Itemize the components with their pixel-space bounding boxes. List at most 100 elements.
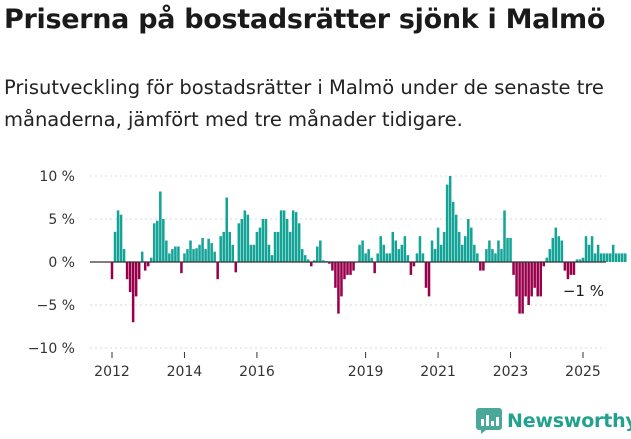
bar: [412, 262, 416, 267]
bar: [557, 236, 561, 262]
bar: [436, 227, 440, 262]
bar: [153, 223, 156, 262]
bar: [222, 231, 225, 262]
bar: [171, 249, 174, 262]
bar: [225, 197, 228, 262]
bar: [285, 219, 289, 262]
bar: [252, 244, 256, 262]
bar: [303, 255, 307, 262]
bar: [566, 262, 570, 280]
bar: [599, 253, 603, 262]
bar: [279, 210, 283, 262]
bar: [306, 259, 310, 262]
bar: [427, 262, 431, 297]
bar: [560, 240, 564, 262]
bar: [593, 253, 597, 262]
y-axis-ticks: 10 % 5 % 0 % −5 % −10 %: [28, 169, 75, 357]
bar: [470, 227, 473, 262]
bar: [467, 219, 470, 262]
bar: [125, 262, 129, 280]
bar: [207, 238, 210, 262]
bar: [611, 244, 615, 262]
bar: [361, 240, 364, 262]
bar: [394, 240, 398, 262]
bar: [479, 262, 482, 271]
bar: [421, 253, 425, 262]
bar: [331, 262, 334, 271]
bar: [587, 244, 591, 262]
bar: [186, 249, 189, 262]
bar: [367, 249, 370, 262]
bar: [174, 246, 177, 262]
bar: [485, 249, 488, 262]
y-tick-label: 10 %: [39, 169, 75, 185]
bar: [430, 240, 434, 262]
bar: [137, 262, 141, 280]
bar: [445, 184, 449, 262]
bar: [527, 262, 530, 305]
bar: [189, 240, 192, 262]
bar: [264, 219, 268, 262]
bar: [370, 257, 373, 262]
bar: [424, 262, 428, 288]
bar: [149, 257, 153, 262]
bar: [539, 262, 542, 297]
bar: [494, 253, 497, 262]
bar: [545, 257, 549, 262]
y-tick-label: −10 %: [28, 341, 75, 357]
bar: [243, 210, 247, 262]
bar: [146, 262, 150, 267]
bar: [310, 262, 313, 267]
bar: [334, 262, 337, 288]
bar: [162, 219, 165, 262]
bar: [216, 262, 219, 280]
bar: [596, 244, 600, 262]
bar: [198, 244, 201, 262]
bar: [551, 237, 555, 262]
bar: [506, 237, 509, 262]
x-tick-label: 2014: [167, 364, 203, 380]
x-tick-label: 2019: [348, 364, 384, 380]
bar: [159, 191, 162, 262]
bar: [515, 262, 518, 297]
bar: [337, 262, 340, 314]
bar: [177, 246, 180, 262]
bar: [602, 253, 606, 262]
bar: [267, 244, 271, 262]
bar: [397, 249, 401, 262]
last-value-label: −1 %: [563, 282, 604, 300]
bar: [509, 237, 512, 262]
bar: [346, 262, 349, 275]
bar: [231, 244, 235, 262]
bar: [491, 249, 494, 262]
bar: [165, 240, 168, 262]
x-tick-label: 2021: [420, 364, 456, 380]
bar: [512, 262, 515, 275]
bar: [195, 248, 198, 262]
chart-title: Priserna på bostadsrätter sjönk i Malmö: [4, 4, 606, 35]
bar: [291, 210, 295, 262]
x-tick-label: 2016: [239, 364, 275, 380]
bar: [240, 219, 244, 262]
bar: [180, 262, 183, 274]
bar: [273, 231, 277, 262]
bar: [128, 262, 132, 293]
bar: [554, 227, 558, 262]
bar: [234, 262, 238, 273]
bar: [261, 219, 265, 262]
bar: [400, 244, 404, 262]
bar: [119, 214, 123, 262]
bar: [617, 253, 621, 262]
x-axis-ticks: 2012 2014 2016 2019 2021 2023 2025: [94, 352, 601, 380]
brand-name: Newsworthy: [507, 410, 631, 432]
bar: [448, 176, 452, 262]
bar: [382, 244, 385, 262]
bar: [237, 223, 241, 262]
bar: [415, 253, 419, 262]
bar: [569, 262, 573, 275]
bar: [608, 253, 612, 262]
bar: [521, 262, 524, 314]
bar: [548, 249, 552, 262]
bar: [590, 236, 594, 262]
bar: [113, 231, 117, 262]
